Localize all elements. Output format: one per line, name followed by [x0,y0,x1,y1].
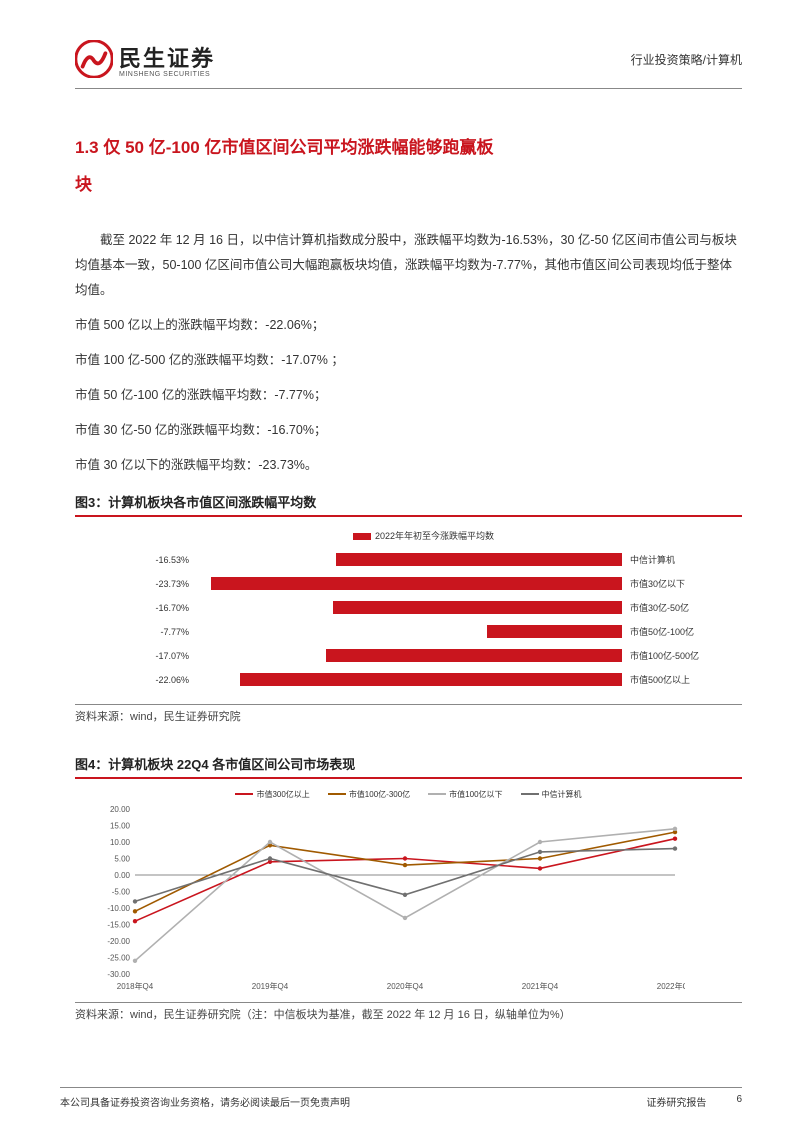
bar-track [189,625,622,638]
svg-text:15.00: 15.00 [110,821,131,830]
footer-disclaimer: 本公司具备证券投资咨询业务资格，请务必阅读最后一页免责声明 [60,1094,350,1109]
bar-value-label: -16.53% [135,555,189,565]
bar-value-label: -22.06% [135,675,189,685]
figure3-source: 资料来源：wind，民生证券研究院 [75,704,742,724]
page-header: 民生证券 MINSHENG SECURITIES 行业投资策略/计算机 [75,40,742,89]
bar-fill [333,601,622,614]
bar-fill [487,625,622,638]
stat-line: 市值 100 亿-500 亿的涨跌幅平均数：-17.07% ； [75,348,742,373]
figure4-line-chart: -30.00 -25.00 -20.00 -15.00 -10.00 -5.00 0.00 5… [95,804,685,994]
bar-track [189,601,622,614]
svg-text:-10.00: -10.00 [107,904,130,913]
bar-category-label: 市值50亿-100亿 [622,625,712,638]
bar-fill [326,649,622,662]
company-name-cn: 民生证券 [119,41,215,73]
svg-text:2020年Q4: 2020年Q4 [387,981,424,991]
bar-row: -16.70% 市值30亿-50亿 [135,598,712,618]
bar-track [189,577,622,590]
bar-category-label: 中信计算机 [622,553,712,566]
bar-category-label: 市值500亿以上 [622,673,712,686]
svg-text:0.00: 0.00 [114,871,130,880]
footer-report-type: 证券研究报告 [646,1094,706,1109]
figure4-chart: 市值300亿以上市值100亿-300亿市值100亿以下中信计算机 -30.00-… [75,779,742,1002]
stat-line: 市值 50 亿-100 亿的涨跌幅平均数：-7.77%； [75,383,742,408]
legend-item: 市值100亿以下 [428,789,502,800]
section-heading: 1.3 仅 50 亿-100 亿市值区间公司平均涨跌幅能够跑赢板 块 [75,129,742,204]
bar-value-label: -23.73% [135,579,189,589]
svg-text:2019年Q4: 2019年Q4 [252,981,289,991]
bar-row: -22.06% 市值500亿以上 [135,670,712,690]
bar-fill [240,673,622,686]
bar-value-label: -16.70% [135,603,189,613]
svg-text:-30.00: -30.00 [107,970,130,979]
figure4-legend: 市值300亿以上 市值100亿-300亿 市值100亿以下 中信计算机 [95,789,722,800]
bar-value-label: -17.07% [135,651,189,661]
figure3-title-row: 图3：计算机板块各市值区间涨跌幅平均数 [75,492,742,517]
bar-row: -16.53% 中信计算机 [135,550,712,570]
svg-text:10.00: 10.00 [110,838,131,847]
figure4-title: 图4：计算机板块 22Q4 各市值区间公司市场表现 [75,757,355,772]
figure4-title-row: 图4：计算机板块 22Q4 各市值区间公司市场表现 [75,754,742,779]
header-category: 行业投资策略/计算机 [631,51,742,68]
company-logo-block: 民生证券 MINSHENG SECURITIES [75,40,215,78]
company-logo-icon [75,40,113,78]
legend-item: 市值100亿-300亿 [328,789,410,800]
svg-text:-5.00: -5.00 [112,887,131,896]
svg-text:2021年Q4: 2021年Q4 [522,981,559,991]
stat-line: 市值 30 亿以下的涨跌幅平均数：-23.73%。 [75,453,742,478]
body-paragraph: 截至 2022 年 12 月 16 日，以中信计算机指数成分股中，涨跌幅平均数为… [75,228,742,303]
figure3-title: 图3：计算机板块各市值区间涨跌幅平均数 [75,495,316,510]
svg-text:5.00: 5.00 [114,854,130,863]
bar-track [189,649,622,662]
legend-item: 中信计算机 [521,789,582,800]
section-heading-line2: 块 [75,166,742,203]
bar-fill [336,553,622,566]
figure4-source: 资料来源：wind，民生证券研究院（注：中信板块为基准，截至 2022 年 12… [75,1002,742,1022]
bar-row: -17.07% 市值100亿-500亿 [135,646,712,666]
stat-line: 市值 500 亿以上的涨跌幅平均数：-22.06%； [75,313,742,338]
stat-line: 市值 30 亿-50 亿的涨跌幅平均数：-16.70%； [75,418,742,443]
svg-text:2022年Q4: 2022年Q4 [657,981,685,991]
svg-text:-15.00: -15.00 [107,920,130,929]
bar-track [189,673,622,686]
bar-value-label: -7.77% [135,627,189,637]
bar-category-label: 市值100亿-500亿 [622,649,712,662]
svg-text:20.00: 20.00 [110,805,131,814]
bar-row: -23.73% 市值30亿以下 [135,574,712,594]
figure3-chart: 2022年年初至今涨跌幅平均数 -16.53% 中信计算机 -23.73% 市值30亿… [75,517,742,704]
legend-item: 市值300亿以上 [235,789,309,800]
bar-category-label: 市值30亿-50亿 [622,601,712,614]
bar-category-label: 市值30亿以下 [622,577,712,590]
svg-text:2018年Q4: 2018年Q4 [117,981,154,991]
bar-row: -7.77% 市值50亿-100亿 [135,622,712,642]
footer-page-number: 6 [736,1094,742,1109]
svg-text:-20.00: -20.00 [107,937,130,946]
svg-text:-25.00: -25.00 [107,953,130,962]
page-footer: 本公司具备证券投资咨询业务资格，请务必阅读最后一页免责声明 证券研究报告 6 [60,1087,742,1109]
company-name-en: MINSHENG SECURITIES [119,71,215,78]
figure3-legend: 2022年年初至今涨跌幅平均数 [135,529,712,542]
section-heading-line1: 1.3 仅 50 亿-100 亿市值区间公司平均涨跌幅能够跑赢板 [75,129,742,166]
bar-track [189,553,622,566]
bar-fill [211,577,622,590]
